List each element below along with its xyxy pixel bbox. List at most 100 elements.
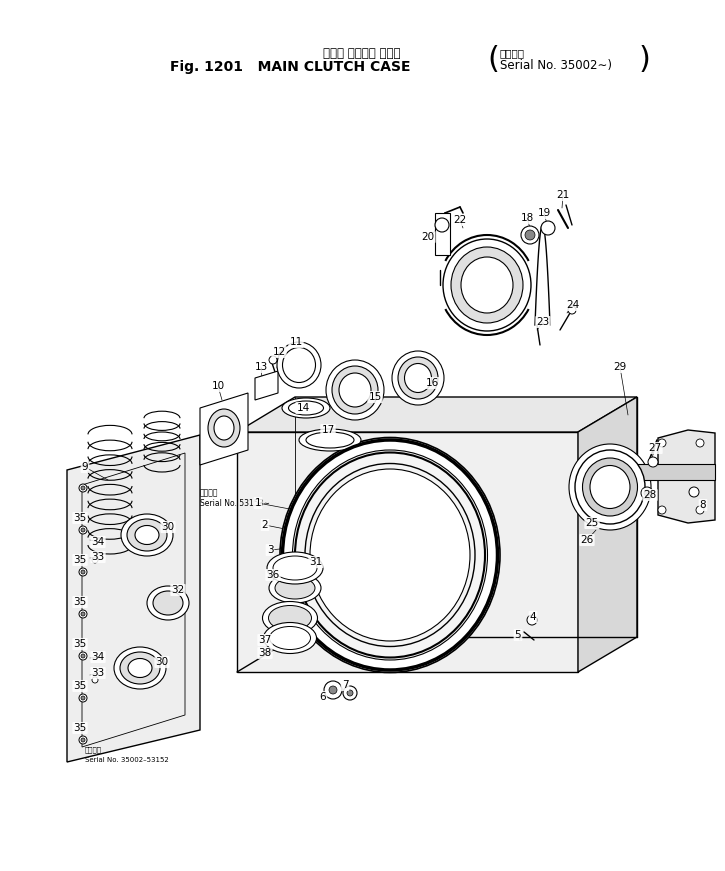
Text: Fig. 1201   MAIN CLUTCH CASE: Fig. 1201 MAIN CLUTCH CASE: [170, 60, 410, 74]
Text: 30: 30: [155, 657, 168, 667]
Ellipse shape: [153, 591, 183, 615]
Circle shape: [79, 694, 87, 702]
Text: 35: 35: [73, 681, 86, 691]
Polygon shape: [255, 371, 278, 400]
Text: 35: 35: [73, 555, 86, 565]
Text: 適用号機: 適用号機: [85, 746, 102, 753]
Ellipse shape: [405, 363, 431, 393]
Text: 24: 24: [566, 300, 579, 310]
Text: 13: 13: [254, 362, 268, 372]
Text: ): ): [639, 44, 651, 73]
Text: Serial No. 53153∼: Serial No. 53153∼: [200, 498, 270, 508]
Ellipse shape: [268, 605, 312, 631]
Text: 34: 34: [91, 537, 104, 547]
Circle shape: [92, 557, 98, 563]
Circle shape: [527, 615, 537, 625]
Circle shape: [92, 677, 98, 683]
Ellipse shape: [275, 577, 315, 599]
Ellipse shape: [263, 623, 317, 653]
Ellipse shape: [277, 342, 321, 388]
Ellipse shape: [269, 573, 321, 603]
Ellipse shape: [114, 647, 166, 689]
Text: 12: 12: [273, 347, 286, 357]
Text: 30: 30: [162, 522, 175, 532]
Circle shape: [81, 738, 85, 742]
Ellipse shape: [208, 409, 240, 447]
Circle shape: [269, 356, 277, 364]
Circle shape: [79, 526, 87, 534]
Circle shape: [521, 226, 539, 244]
Text: 29: 29: [613, 362, 626, 372]
Circle shape: [568, 306, 576, 314]
Text: 34: 34: [91, 652, 104, 662]
Text: 4: 4: [530, 612, 536, 622]
Text: メイン クラッチ ケース: メイン クラッチ ケース: [323, 46, 401, 59]
Circle shape: [541, 221, 555, 235]
Ellipse shape: [147, 586, 189, 620]
Text: 7: 7: [341, 680, 348, 690]
Ellipse shape: [262, 602, 318, 634]
Text: 6: 6: [320, 692, 326, 702]
Text: 適用号機: 適用号機: [200, 489, 218, 497]
Text: 19: 19: [537, 208, 550, 218]
Text: 15: 15: [368, 392, 381, 402]
Ellipse shape: [590, 465, 630, 509]
Text: 2: 2: [262, 520, 268, 530]
Text: 35: 35: [73, 639, 86, 649]
Circle shape: [81, 528, 85, 532]
Text: 37: 37: [258, 635, 272, 645]
Circle shape: [79, 484, 87, 492]
Text: 8: 8: [700, 500, 706, 510]
Text: 17: 17: [321, 425, 335, 435]
Circle shape: [648, 457, 658, 467]
Circle shape: [79, 568, 87, 576]
Text: Serial No. 35002–53152: Serial No. 35002–53152: [85, 757, 169, 763]
Polygon shape: [237, 432, 578, 672]
Ellipse shape: [398, 357, 438, 399]
Text: 適用号機: 適用号機: [500, 48, 525, 58]
FancyBboxPatch shape: [617, 464, 715, 480]
Text: 27: 27: [648, 443, 662, 453]
Ellipse shape: [392, 351, 444, 405]
Ellipse shape: [332, 366, 378, 414]
Text: 9: 9: [82, 462, 88, 472]
Ellipse shape: [451, 247, 523, 323]
Circle shape: [696, 439, 704, 447]
Circle shape: [81, 654, 85, 658]
Ellipse shape: [120, 652, 160, 684]
Text: 26: 26: [581, 535, 594, 545]
Text: 35: 35: [73, 597, 86, 607]
Circle shape: [343, 686, 357, 700]
Circle shape: [658, 506, 666, 514]
Ellipse shape: [292, 450, 487, 660]
Ellipse shape: [280, 437, 500, 672]
Ellipse shape: [339, 373, 371, 407]
Ellipse shape: [582, 458, 637, 516]
Text: 36: 36: [266, 570, 280, 580]
Circle shape: [329, 686, 337, 694]
Text: 22: 22: [453, 215, 467, 225]
Polygon shape: [200, 393, 248, 465]
Ellipse shape: [135, 525, 159, 544]
Polygon shape: [237, 397, 637, 432]
Circle shape: [79, 652, 87, 660]
Text: 32: 32: [171, 585, 185, 595]
Ellipse shape: [569, 444, 651, 530]
Text: 25: 25: [585, 518, 599, 528]
Ellipse shape: [326, 360, 384, 420]
Text: 31: 31: [310, 557, 323, 567]
Ellipse shape: [127, 519, 167, 551]
Text: 33: 33: [91, 552, 104, 562]
Circle shape: [79, 736, 87, 744]
Ellipse shape: [282, 398, 330, 418]
Text: (: (: [487, 44, 499, 73]
Text: 20: 20: [421, 232, 434, 242]
Polygon shape: [435, 213, 450, 255]
Text: 35: 35: [73, 723, 86, 733]
Circle shape: [81, 612, 85, 616]
Circle shape: [689, 487, 699, 497]
Circle shape: [324, 681, 342, 699]
Text: 5: 5: [515, 630, 521, 640]
Text: 18: 18: [521, 213, 534, 223]
Polygon shape: [67, 435, 200, 762]
